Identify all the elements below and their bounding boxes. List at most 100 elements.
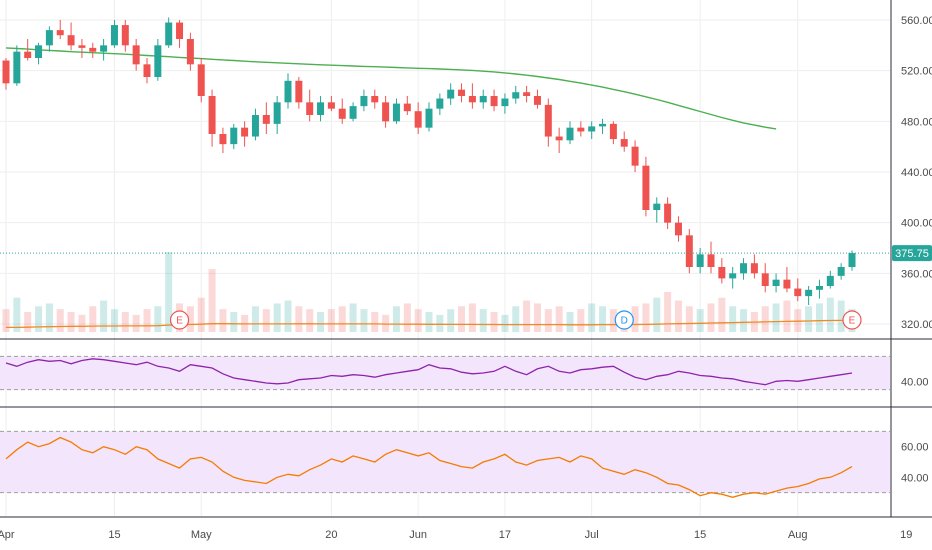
candle-body bbox=[707, 254, 715, 267]
volume-bar bbox=[382, 314, 390, 332]
candle-body bbox=[2, 60, 10, 84]
volume-bar bbox=[230, 312, 238, 332]
volume-bar bbox=[262, 309, 270, 332]
volume-bar bbox=[110, 309, 118, 332]
volume-bar bbox=[490, 312, 498, 332]
candle-body bbox=[13, 51, 21, 84]
candle-body bbox=[382, 102, 390, 122]
volume-bar bbox=[295, 306, 303, 332]
oscillator-bands bbox=[0, 355, 890, 494]
candle-body bbox=[696, 254, 704, 267]
candle-body bbox=[273, 102, 281, 124]
candle-body bbox=[186, 39, 194, 65]
candle-body bbox=[392, 103, 400, 122]
oscillator2-tick-label: 40.00 bbox=[901, 472, 929, 484]
volume-bar bbox=[208, 269, 216, 332]
candle-body bbox=[609, 123, 617, 140]
volume-bar bbox=[566, 312, 574, 332]
candle-body bbox=[67, 35, 75, 46]
volume-bar bbox=[121, 312, 129, 332]
candle-body bbox=[219, 134, 227, 145]
volume-bar bbox=[468, 303, 476, 332]
candle-body bbox=[468, 96, 476, 103]
oscillator1-band bbox=[0, 356, 890, 390]
candle-body bbox=[740, 263, 748, 274]
volume-bar bbox=[685, 306, 693, 332]
volume-bar bbox=[436, 314, 444, 332]
volume-bars bbox=[2, 252, 856, 332]
time-tick-label: 19 bbox=[900, 529, 912, 541]
candle-body bbox=[653, 203, 661, 210]
candle-body bbox=[447, 89, 455, 99]
volume-bar bbox=[197, 297, 205, 332]
candle-body bbox=[143, 64, 151, 77]
volume-bar bbox=[533, 303, 541, 332]
volume-bar bbox=[13, 297, 21, 332]
price-tick-label: 480.00 bbox=[901, 116, 932, 128]
price-tick-label: 440.00 bbox=[901, 167, 932, 179]
candle-body bbox=[761, 273, 769, 286]
volume-bar bbox=[338, 306, 346, 332]
volume-bar bbox=[826, 297, 834, 332]
time-tick-label: 17 bbox=[499, 529, 511, 541]
candle-body bbox=[132, 45, 140, 65]
volume-bar bbox=[317, 312, 325, 332]
volume-bar bbox=[696, 309, 704, 332]
volume-bar bbox=[609, 309, 617, 332]
candle-body bbox=[588, 126, 596, 132]
volume-bar bbox=[67, 312, 75, 332]
axis-labels: 320.00 360.00 400.00 440.00 480.00 520.00 560.… bbox=[0, 15, 932, 541]
candle-body bbox=[458, 89, 466, 96]
candle-body bbox=[512, 92, 520, 99]
event-marker-label: E bbox=[849, 316, 856, 327]
candle-body bbox=[544, 104, 552, 137]
volume-bar bbox=[403, 303, 411, 332]
volume-bar bbox=[35, 306, 43, 332]
volume-bar bbox=[653, 297, 661, 332]
volume-bar bbox=[783, 300, 791, 332]
candle-body bbox=[306, 102, 314, 115]
volume-bar bbox=[392, 306, 400, 332]
volume-bar bbox=[664, 292, 672, 332]
volume-bar bbox=[740, 309, 748, 332]
event-marker-label: D bbox=[621, 316, 628, 327]
candle-body bbox=[783, 279, 791, 289]
candle-body bbox=[620, 139, 628, 147]
volume-bar bbox=[349, 303, 357, 332]
candle-body bbox=[479, 96, 487, 103]
volume-moving-average bbox=[6, 319, 853, 329]
candle-body bbox=[772, 279, 780, 286]
volume-bar bbox=[371, 312, 379, 332]
candle-body bbox=[501, 98, 509, 107]
event-marker-label: E bbox=[176, 316, 183, 327]
volume-bar bbox=[414, 309, 422, 332]
volume-bar bbox=[718, 297, 726, 332]
volume-bar bbox=[479, 309, 487, 332]
candle-body bbox=[718, 267, 726, 279]
last-price-label: 375.75 bbox=[895, 248, 929, 260]
time-tick-label: 15 bbox=[108, 529, 120, 541]
candle-body bbox=[523, 92, 531, 96]
time-tick-label: May bbox=[191, 529, 212, 541]
candle-body bbox=[349, 106, 357, 119]
candle-body bbox=[533, 96, 541, 105]
candle-body bbox=[642, 165, 650, 210]
candle-body bbox=[251, 115, 259, 137]
candle-body bbox=[490, 96, 498, 107]
volume-bar bbox=[100, 300, 108, 332]
candle-body bbox=[121, 25, 129, 46]
volume-ma-line bbox=[6, 319, 853, 329]
candle-body bbox=[317, 102, 325, 115]
volume-bar bbox=[458, 306, 466, 332]
volume-bar bbox=[599, 306, 607, 332]
volume-bar bbox=[729, 306, 737, 332]
volume-bar bbox=[707, 303, 715, 332]
volume-bar bbox=[143, 309, 151, 332]
candle-body bbox=[78, 45, 86, 48]
volume-bar bbox=[674, 300, 682, 332]
candle-body bbox=[848, 253, 856, 267]
candle-body bbox=[436, 98, 444, 109]
candle-body bbox=[230, 127, 238, 145]
